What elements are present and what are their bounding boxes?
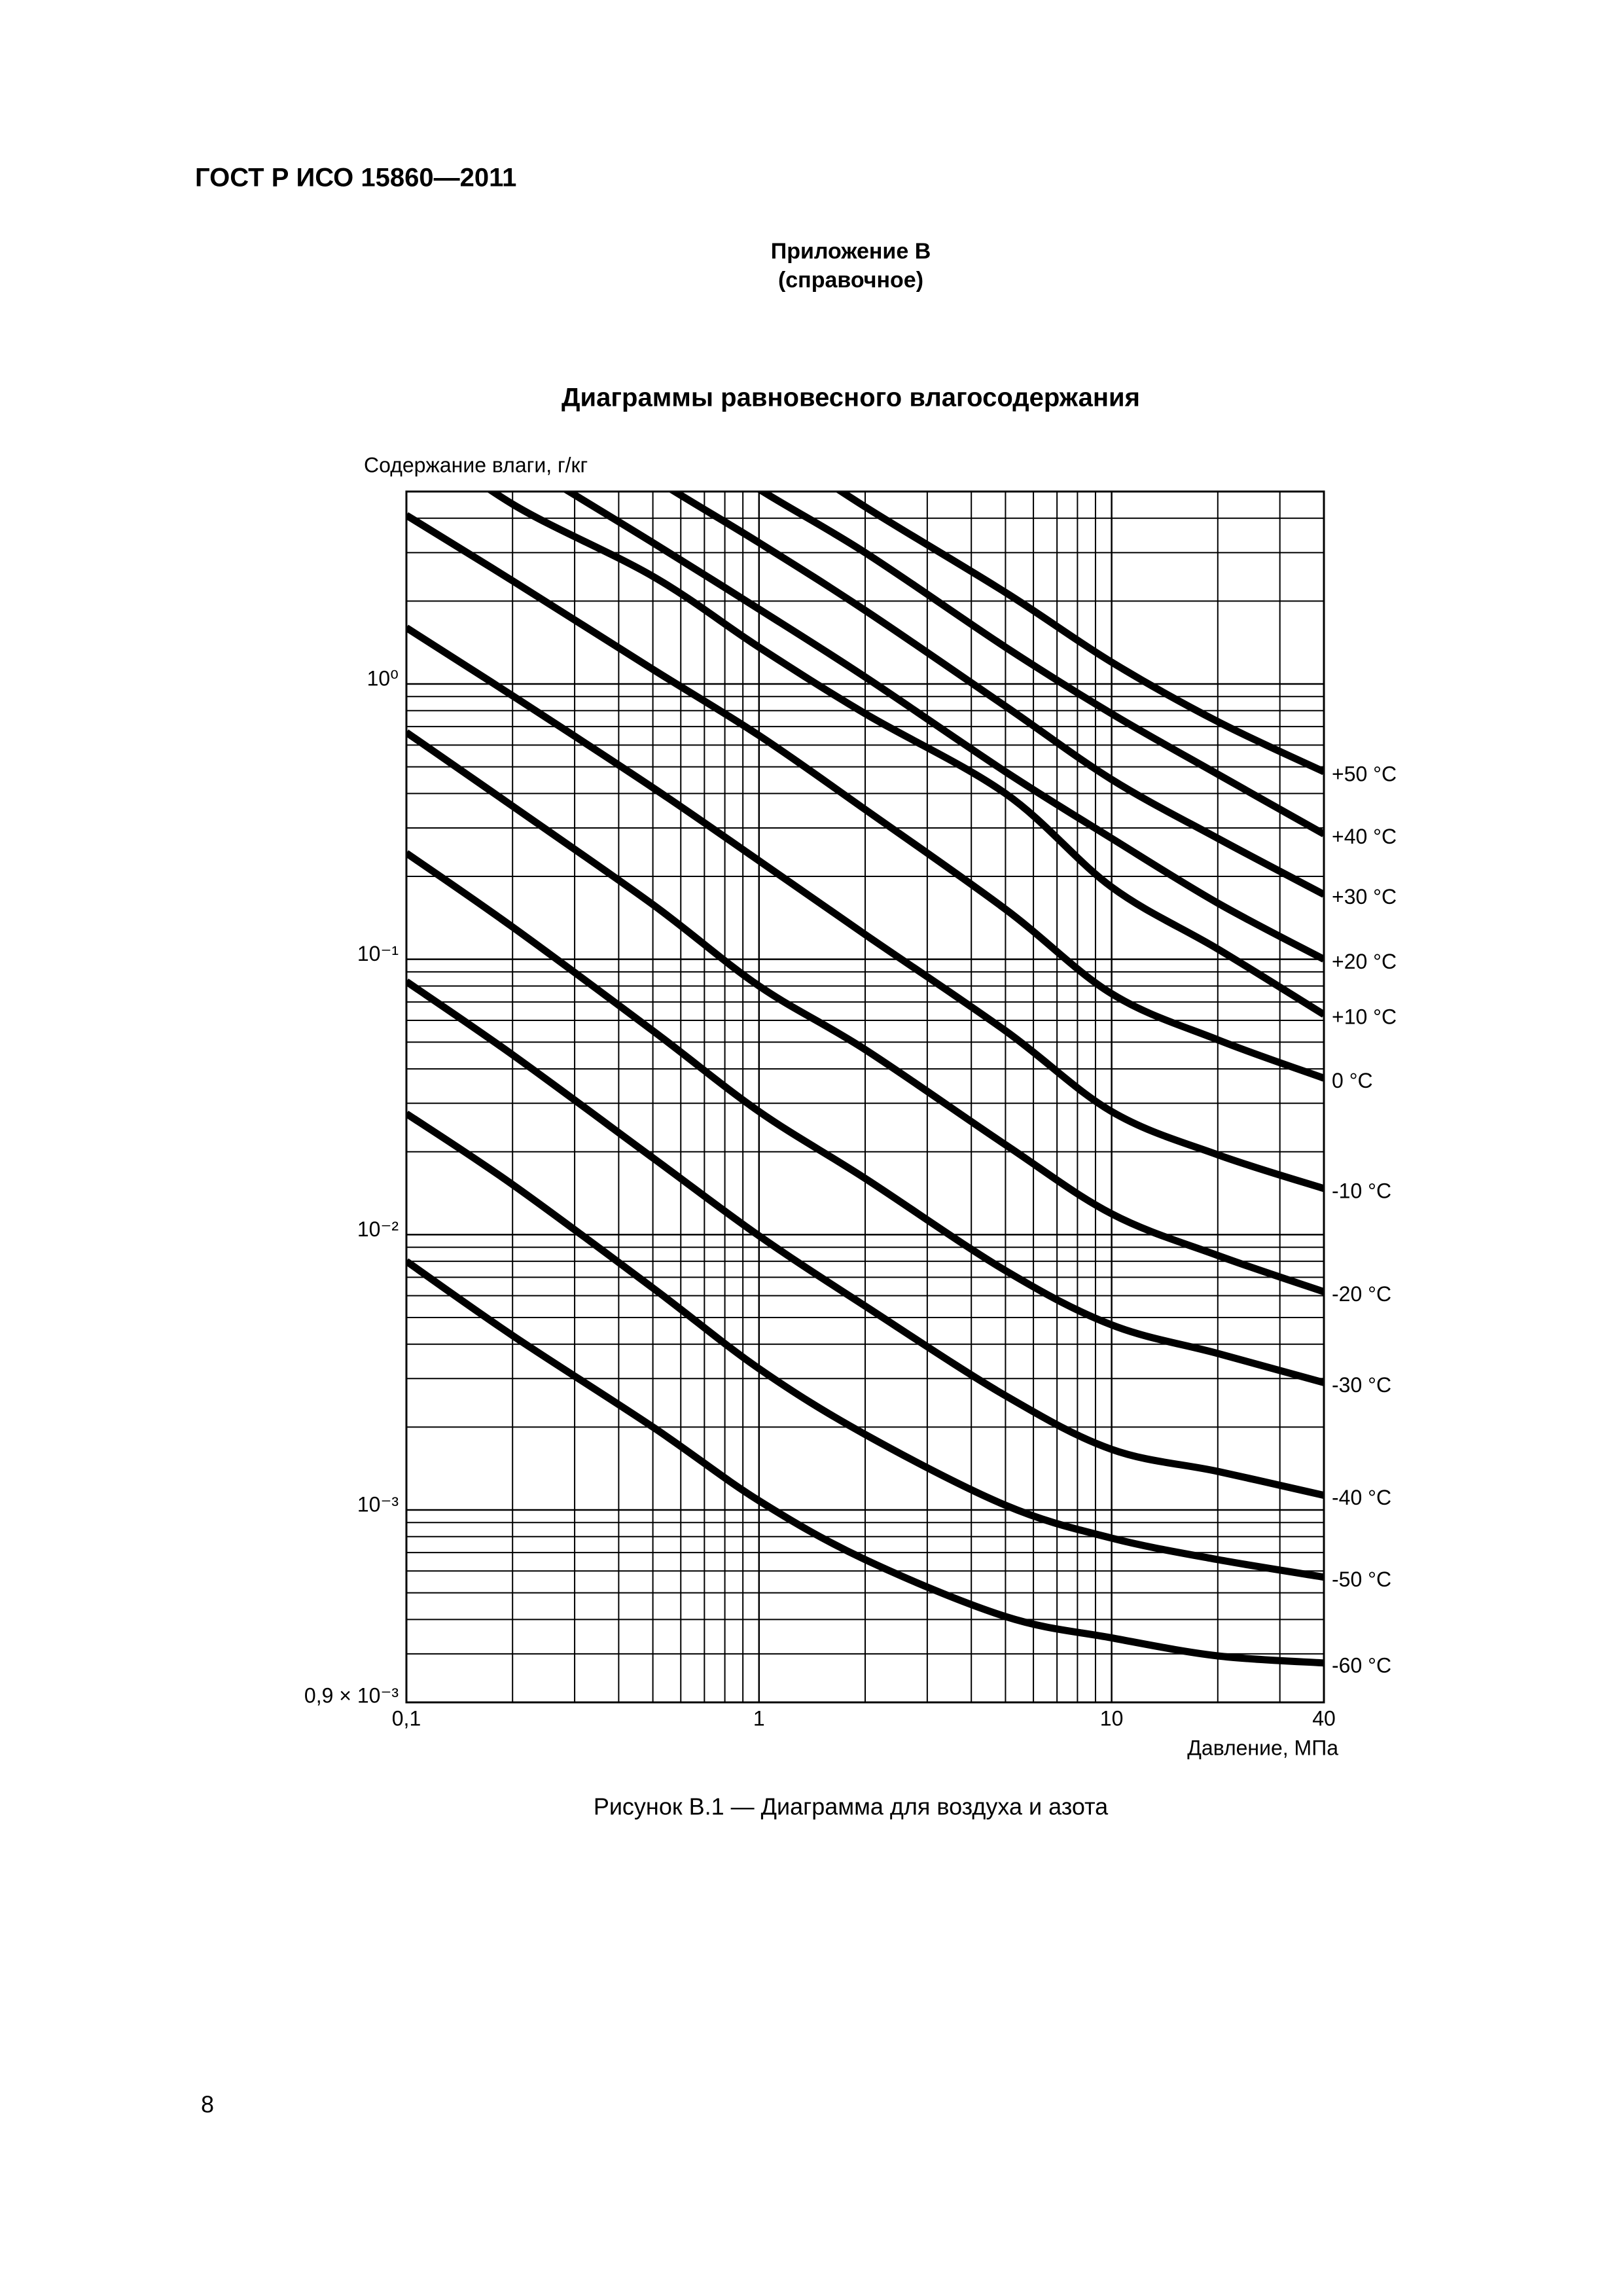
curve	[406, 1110, 1324, 1581]
document-code: ГОСТ Р ИСО 15860—2011	[195, 164, 516, 192]
curve	[406, 850, 1324, 1386]
y-tick-label: 10⁻³	[357, 1492, 399, 1516]
page-number: 8	[201, 2091, 214, 2118]
curves	[406, 492, 1324, 1667]
series-label: +30 °C	[1332, 885, 1397, 908]
series-label: +10 °C	[1332, 1005, 1397, 1029]
x-axis-label: Давление, МПа	[1187, 1736, 1338, 1759]
series-label: +40 °C	[1332, 825, 1397, 848]
curve	[406, 624, 1324, 1193]
y-tick-label: 10⁻¹	[357, 942, 399, 965]
series-label: 0 °C	[1332, 1069, 1373, 1092]
curve	[756, 492, 1324, 838]
x-tick-label: 1	[753, 1706, 765, 1730]
y-tick-label: 10⁰	[367, 666, 399, 690]
chart-title: Диаграммы равновесного влагосодержания	[562, 384, 1140, 412]
appendix-title: Приложение В	[771, 239, 931, 264]
curve	[406, 978, 1324, 1499]
series-label: -40 °C	[1332, 1486, 1391, 1509]
y-bottom-label: 0,9 × 10⁻³	[304, 1683, 399, 1707]
series-label: +20 °C	[1332, 950, 1397, 973]
curve	[406, 512, 1324, 1082]
y-axis-label: Содержание влаги, г/кг	[364, 453, 588, 476]
x-tick-label: 40	[1312, 1706, 1336, 1730]
curve	[562, 492, 1324, 963]
series-label: +50 °C	[1332, 762, 1397, 786]
series-label: -60 °C	[1332, 1653, 1391, 1677]
x-tick-label: 10	[1100, 1706, 1124, 1730]
figure-caption: Рисунок В.1 — Диаграмма для воздуха и аз…	[594, 1793, 1109, 1820]
plot-frame	[405, 490, 1325, 1704]
curve	[486, 492, 1324, 1018]
curve	[834, 492, 1324, 776]
appendix-status: (справочное)	[778, 268, 923, 293]
y-tick-label: 10⁻²	[357, 1217, 399, 1241]
labels: 0,1 1 10 40 10⁻³ 10⁻² 10⁻¹ 10⁰ 0,9 × 10⁻³ +50 °C +…	[304, 666, 1397, 1730]
series-label: -10 °C	[1332, 1179, 1391, 1202]
series-label: -20 °C	[1332, 1282, 1391, 1306]
curve	[406, 729, 1324, 1295]
series-label: -50 °C	[1332, 1568, 1391, 1591]
series-label: -30 °C	[1332, 1373, 1391, 1397]
curve	[668, 492, 1324, 898]
curve	[406, 1258, 1324, 1667]
x-tick-label: 0,1	[392, 1706, 421, 1730]
